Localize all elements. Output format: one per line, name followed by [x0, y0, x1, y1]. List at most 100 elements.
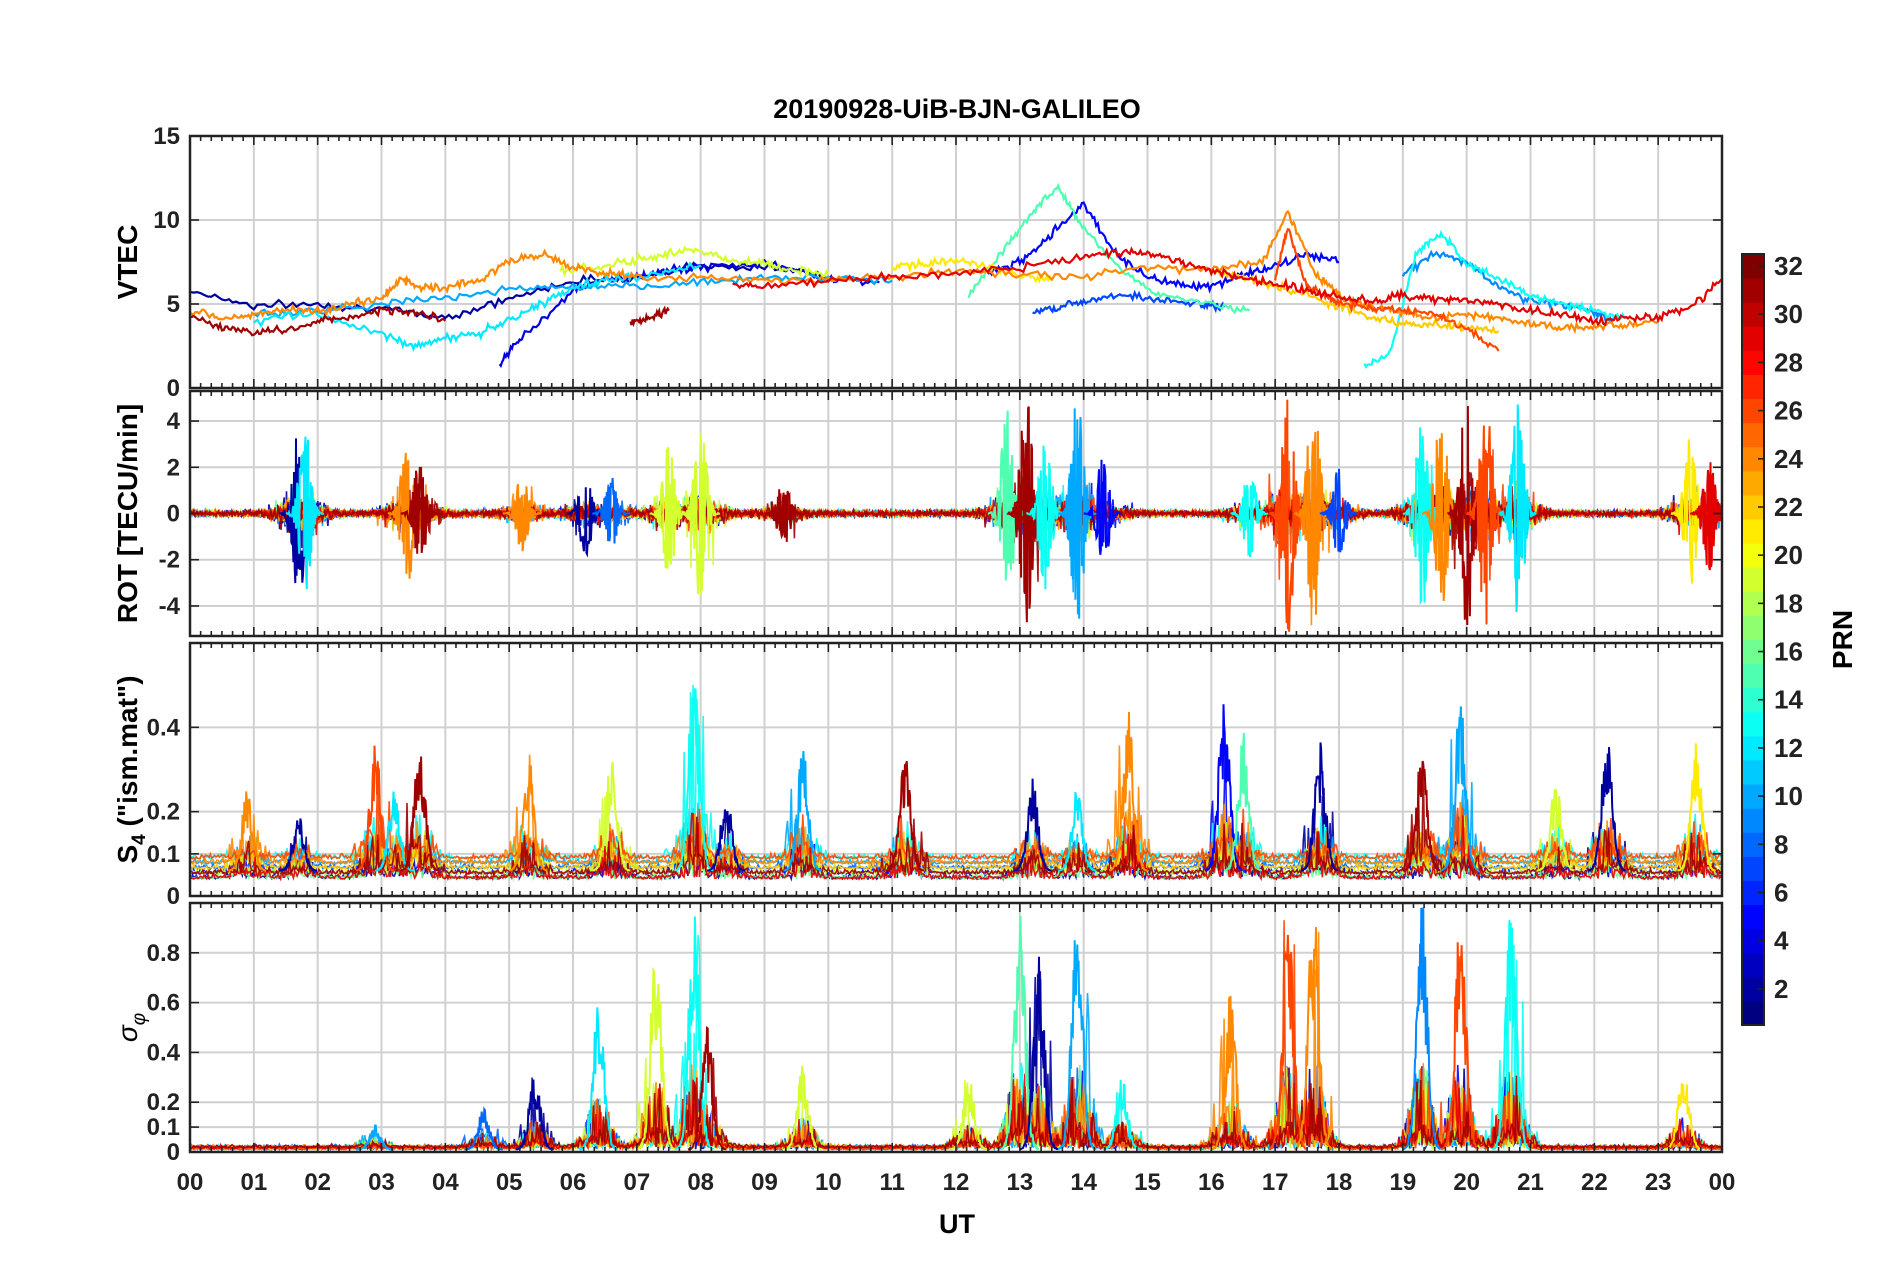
- s4-burst-prn-15: [1223, 732, 1263, 872]
- colorbar-tick-label: 4: [1774, 926, 1789, 956]
- rot-burst-prn-24: [502, 483, 542, 552]
- rot-burst-prn-31: [400, 466, 439, 554]
- colorbar-bin-prn-13: [1742, 711, 1764, 737]
- panel-sigma_phi: 00.10.2 0.4 0.6 0.8 σφ: [112, 901, 1724, 1166]
- colorbar-bin-prn-27: [1742, 374, 1764, 400]
- s4-burst-prn-24: [228, 791, 266, 872]
- sigma_phi-burst-prn-12: [579, 1007, 618, 1151]
- sigma_phi-burst-prn-15: [1000, 915, 1040, 1151]
- x-tick-label: 17: [1262, 1169, 1289, 1196]
- rot-burst-prn-12: [285, 436, 325, 590]
- y-axis-label: ROT [TECU/min]: [112, 404, 143, 623]
- y-tick-label: 0.1: [147, 1114, 180, 1141]
- colorbar-tick-label: 6: [1774, 877, 1788, 907]
- colorbar-bin-prn-14: [1742, 687, 1764, 713]
- y-tick-label: 0.2: [147, 1089, 180, 1116]
- rot-burst-prn-26: [1268, 399, 1307, 632]
- s4-burst-prn-10: [1440, 706, 1480, 872]
- rot-burst-prn-19: [681, 433, 721, 595]
- rot-burst-prn-7: [1319, 468, 1358, 553]
- colorbar-bin-prn-25: [1742, 422, 1764, 448]
- x-tick-label: 06: [560, 1169, 587, 1196]
- vtec-series-prn-5: [987, 201, 1340, 294]
- colorbar-tick-label: 26: [1774, 396, 1803, 426]
- colorbar-bin-prn-18: [1742, 591, 1764, 616]
- colorbar-bin-prn-30: [1742, 302, 1764, 327]
- s4-burst-prn-2: [279, 818, 317, 872]
- colorbar-bin-prn-20: [1742, 543, 1764, 568]
- s4-series-prn-29: [190, 812, 1722, 882]
- colorbar-bin-prn-9: [1742, 808, 1764, 833]
- vtec-series-prn-19: [559, 245, 830, 278]
- x-tick-label: 13: [1006, 1169, 1033, 1196]
- rot-burst-prn-5: [1083, 459, 1123, 555]
- panel-vtec: 0 5 10 15 VTEC: [112, 123, 1724, 402]
- sigma_phi-burst-prn-10: [1057, 940, 1097, 1151]
- y-tick-label: 5: [167, 291, 180, 318]
- sigma_phi-burst-prn-13: [1102, 1079, 1142, 1151]
- x-axis-label: UT: [939, 1209, 975, 1239]
- vtec-series-prn-29: [732, 246, 1722, 327]
- sigma_phi-burst-prn-31: [687, 1025, 727, 1151]
- vtec-series-prn-10: [253, 272, 893, 319]
- colorbar-bin-prn-23: [1742, 470, 1764, 496]
- s4-burst-prn-10: [783, 750, 823, 872]
- y-tick-label: -4: [159, 593, 181, 620]
- panel-series-group: [190, 399, 1722, 632]
- s4-burst-prn-2: [1013, 778, 1052, 872]
- colorbar-frame: [1741, 253, 1765, 1026]
- s4-burst-prn-13: [674, 687, 714, 872]
- s4-burst-prn-24: [1108, 711, 1148, 872]
- rot-burst-prn-10: [1057, 408, 1098, 619]
- colorbar-tick-label: 10: [1774, 781, 1803, 811]
- colorbar-bin-prn-19: [1742, 567, 1764, 592]
- x-tick-label: 12: [943, 1169, 970, 1196]
- rot-burst-prn-13: [1230, 480, 1269, 558]
- x-tick-label: 01: [240, 1169, 267, 1196]
- sigma_phi-burst-prn-9: [1402, 907, 1441, 1151]
- colorbar-bin-prn-15: [1742, 663, 1764, 689]
- sigma_phi-burst-prn-13: [1491, 920, 1531, 1151]
- vtec-series-prn-15: [967, 182, 1251, 315]
- colorbar-bin-prn-8: [1742, 832, 1764, 857]
- rot-burst-prn-13: [1025, 445, 1065, 590]
- colorbar-tick-label: 32: [1774, 251, 1803, 281]
- colorbar-bin-prn-2: [1742, 976, 1764, 1002]
- sigma_phi-burst-prn-19: [636, 966, 676, 1151]
- sigma_phi-burst-prn-24: [1294, 927, 1333, 1151]
- x-tick-label: 11: [879, 1169, 904, 1196]
- panel-s4: 0 0.1 0.2 0.4S4 ("ism.mat"): [112, 641, 1724, 910]
- y-tick-label: 4: [167, 408, 181, 435]
- sigma_phi-burst-prn-24: [1211, 995, 1249, 1151]
- colorbar-tick-label: 28: [1774, 347, 1803, 377]
- y-tick-label: 15: [153, 123, 180, 150]
- colorbar-bin-prn-4: [1742, 928, 1764, 954]
- x-tick-label: 09: [751, 1169, 778, 1196]
- sigma_phi-burst-prn-8: [464, 1106, 503, 1151]
- colorbar-bin-prn-12: [1742, 735, 1764, 761]
- y-axis-label: σφ: [112, 1013, 150, 1042]
- s4-burst-prn-19: [1536, 788, 1575, 872]
- x-tick-label: 07: [623, 1169, 650, 1196]
- y-tick-label: 0.6: [147, 990, 180, 1017]
- colorbar-bin-prn-3: [1742, 952, 1764, 978]
- x-tick-label: 03: [368, 1169, 395, 1196]
- s4-burst-prn-2: [707, 809, 746, 872]
- panel-rot: -4 -2 0 2 4 ROT [TECU/min]: [112, 389, 1724, 638]
- colorbar-tick-label: 16: [1774, 637, 1803, 667]
- rot-burst-prn-31: [764, 489, 803, 542]
- colorbar-bin-prn-1: [1742, 1000, 1764, 1026]
- s4-series-prn-31: [190, 766, 1722, 877]
- sigma_phi-burst-prn-26: [1440, 942, 1480, 1151]
- x-tick-label: 05: [496, 1169, 523, 1196]
- colorbar-bin-prn-32: [1742, 254, 1764, 279]
- s4-burst-prn-5: [1204, 704, 1243, 872]
- rot-burst-prn-8: [592, 477, 631, 544]
- rot-burst-prn-24: [1293, 430, 1333, 615]
- s4-burst-prn-31: [885, 761, 925, 872]
- s4-series-prn-26: [190, 760, 1722, 862]
- colorbar-bin-prn-31: [1742, 278, 1764, 303]
- colorbar-bin-prn-26: [1742, 398, 1764, 424]
- y-tick-label: 0.4: [147, 714, 181, 741]
